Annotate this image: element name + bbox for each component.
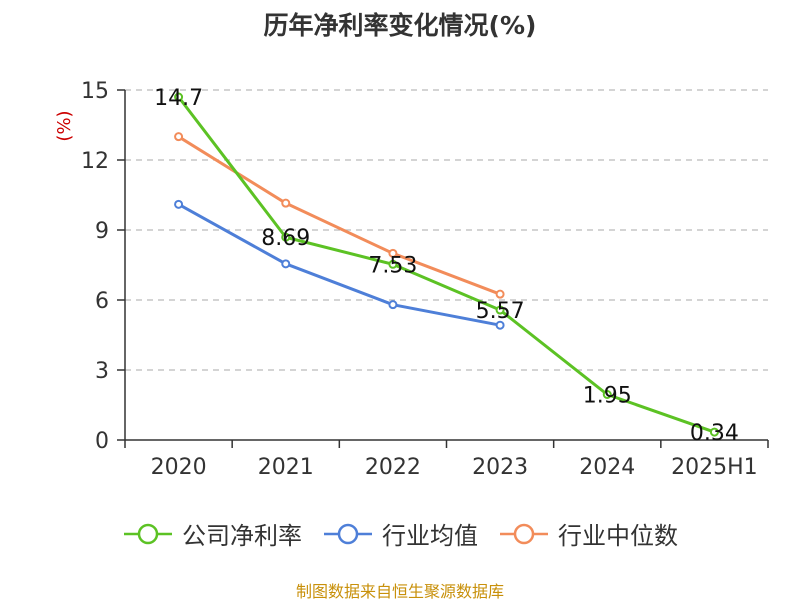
legend-item[interactable]: 行业均值	[322, 516, 478, 551]
y-tick-label: 3	[95, 359, 109, 384]
chart-title: 历年净利率变化情况(%)	[263, 11, 537, 40]
legend-label: 行业中位数	[558, 522, 678, 550]
x-tick-label: 2021	[258, 455, 314, 480]
grid-lines	[125, 89, 768, 371]
legend-item[interactable]: 行业中位数	[498, 516, 678, 551]
y-tick-label: 6	[95, 289, 109, 314]
source-footer: 制图数据来自恒生聚源数据库	[295, 582, 504, 601]
x-tick-label: 2023	[472, 455, 528, 480]
data-point	[174, 92, 184, 102]
y-tick-label: 0	[95, 429, 109, 454]
legend-marker-icon	[500, 523, 548, 544]
legend-label: 公司净利率	[182, 522, 302, 550]
data-point	[388, 300, 398, 310]
x-tick-label: 2022	[365, 455, 421, 480]
legend-item[interactable]: 公司净利率	[122, 516, 302, 551]
data-point	[495, 289, 505, 299]
data-point	[709, 427, 719, 437]
data-point	[281, 198, 291, 208]
series-lines	[174, 92, 719, 437]
x-tick-label: 2025H1	[671, 455, 758, 480]
data-point	[602, 390, 612, 399]
series-line-0	[177, 96, 715, 434]
y-axis-label: (%)	[54, 110, 75, 141]
legend-marker-icon	[124, 523, 172, 544]
legend: 公司净利率 行业均值 行业中位数	[0, 516, 800, 551]
data-point	[495, 305, 505, 315]
y-tick-label: 9	[95, 219, 109, 244]
data-point	[388, 248, 398, 258]
data-label: 8.69	[261, 226, 310, 251]
data-label: 5.57	[476, 299, 525, 324]
data-label: 7.53	[368, 253, 417, 278]
data-point	[281, 259, 291, 269]
data-label: 0.34	[690, 421, 739, 446]
y-tick-label: 12	[81, 149, 109, 174]
data-label: 1.95	[583, 384, 632, 409]
legend-marker-icon	[324, 523, 372, 544]
axes: 0 3 6 9 12 15 2020 2021 2022 2023 2024 2025H1	[81, 79, 769, 480]
data-labels: 14.7 8.69 7.53 5.57 1.95 0.34	[154, 86, 739, 446]
legend-label: 行业均值	[382, 522, 478, 550]
data-point	[495, 320, 505, 330]
x-tick-label: 2020	[151, 455, 207, 480]
data-label: 14.7	[154, 86, 203, 111]
series-line-2	[177, 135, 501, 296]
series-line-1	[177, 203, 501, 327]
data-point	[174, 199, 184, 209]
data-point	[174, 132, 184, 142]
x-tick-label: 2024	[579, 455, 635, 480]
data-point	[281, 232, 291, 242]
data-point	[388, 259, 398, 269]
y-tick-label: 15	[81, 79, 109, 104]
